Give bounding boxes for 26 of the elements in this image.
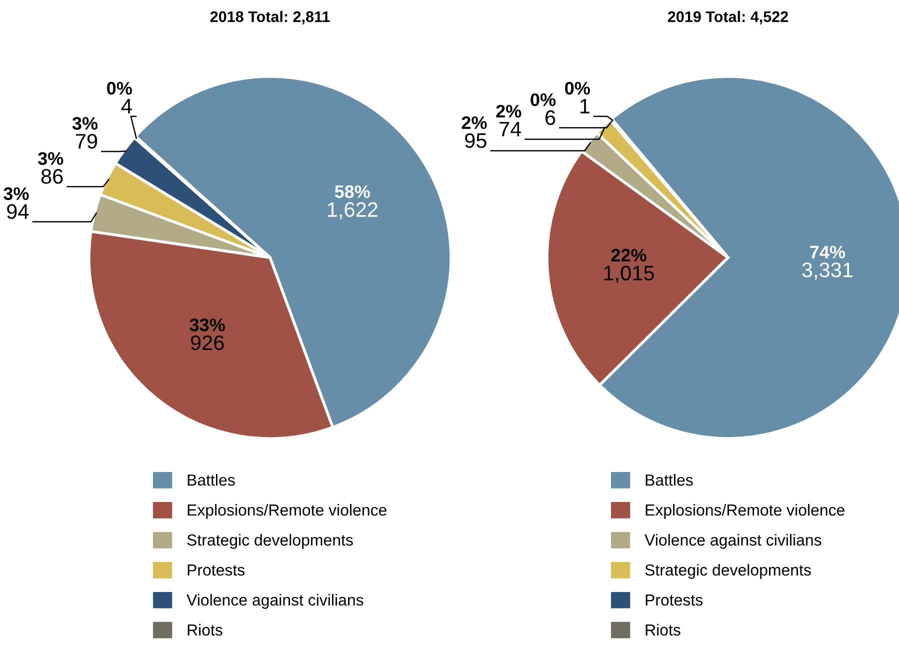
legend-label: Protests [646,594,703,606]
data-label: 3% 79 [72,117,98,149]
data-label: 3% 94 [4,187,29,219]
data-label: 58% 1,622 [328,185,378,220]
data-label: 0% 1 [565,82,590,114]
legend-label: Battles [188,474,235,486]
legend-label: Violence against civilians [186,594,364,609]
legend-label: Protests [188,564,245,576]
chart-title: 2019 Total: 4,522 [668,10,788,24]
legend-label: Explosions/Remote violence [188,504,386,519]
legend-label: Battles [646,474,693,486]
data-label: 0% 6 [530,93,556,126]
legend-label: Strategic developments [645,564,811,579]
legend-label: Explosions/Remote violence [646,504,844,519]
chart-title: 2018 Total: 2,811 [210,10,330,24]
legend-label: Strategic developments [187,534,353,549]
data-label: 74% 3,331 [802,246,852,280]
data-label: 33% 926 [190,318,225,350]
data-label: 0% 4 [107,82,132,114]
data-label: 2% 95 [462,116,487,148]
data-label: 22% 1,015 [604,248,654,283]
legend-label: Riots [188,624,222,636]
data-label: 3% 86 [38,152,64,184]
legend-label: Riots [646,624,680,636]
legend-label: Violence against civilians [644,534,822,549]
data-label: 2% 74 [496,104,522,136]
